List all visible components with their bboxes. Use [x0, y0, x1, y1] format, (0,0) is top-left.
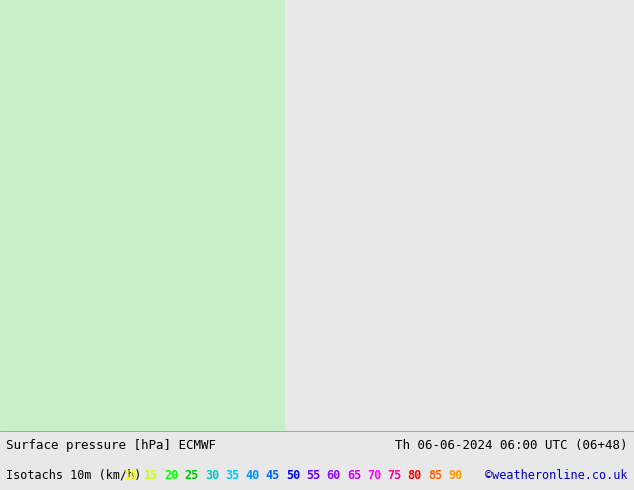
Text: 90: 90	[448, 469, 462, 482]
Text: 70: 70	[367, 469, 381, 482]
FancyBboxPatch shape	[0, 0, 285, 431]
Text: 80: 80	[408, 469, 422, 482]
Text: 20: 20	[164, 469, 178, 482]
Text: ©weatheronline.co.uk: ©weatheronline.co.uk	[485, 469, 628, 482]
Text: 10: 10	[124, 469, 138, 482]
Text: 40: 40	[245, 469, 259, 482]
Text: 50: 50	[286, 469, 300, 482]
Text: Surface pressure [hPa] ECMWF: Surface pressure [hPa] ECMWF	[6, 440, 216, 452]
Text: 55: 55	[306, 469, 320, 482]
Text: 65: 65	[347, 469, 361, 482]
Text: 75: 75	[387, 469, 401, 482]
Text: 15: 15	[144, 469, 158, 482]
Text: Th 06-06-2024 06:00 UTC (06+48): Th 06-06-2024 06:00 UTC (06+48)	[395, 440, 628, 452]
Text: 30: 30	[205, 469, 219, 482]
Text: Isotachs 10m (km/h): Isotachs 10m (km/h)	[6, 469, 149, 482]
Text: 85: 85	[428, 469, 442, 482]
Text: 60: 60	[327, 469, 340, 482]
Text: 35: 35	[225, 469, 239, 482]
Text: 25: 25	[184, 469, 198, 482]
Text: 45: 45	[266, 469, 280, 482]
